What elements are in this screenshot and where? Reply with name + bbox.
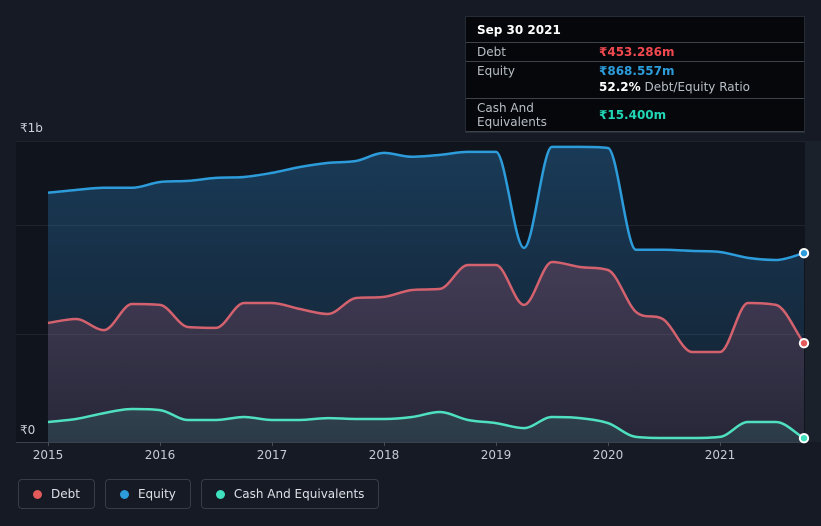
cash-series-dot-icon	[215, 489, 225, 499]
tooltip-debt-value: ₹453.286m	[599, 45, 675, 59]
legend-equity-label: Equity	[137, 487, 176, 501]
x-tick-mark-2017	[272, 442, 273, 446]
cash-and-equivalents-area	[48, 409, 804, 442]
x-tick-mark-2019	[496, 442, 497, 446]
y-axis-min-label: ₹0	[20, 423, 36, 437]
chart-tooltip: Sep 30 2021 Debt ₹453.286m Equity ₹868.5…	[465, 16, 805, 133]
tooltip-cash-row: Cash And Equivalents ₹15.400m	[466, 98, 804, 132]
equity-series-dot-icon	[119, 489, 129, 499]
tooltip-cash-value: ₹15.400m	[599, 108, 667, 122]
x-tick-mark-2020	[608, 442, 609, 446]
x-tick-mark-2015	[48, 442, 49, 446]
cash-and-equivalents-hover-dot	[798, 433, 810, 444]
equity-line	[47, 145, 805, 262]
x-tick-mark-2021	[720, 442, 721, 446]
legend-debt-label: Debt	[51, 487, 80, 501]
legend-cash-label: Cash And Equivalents	[233, 487, 365, 501]
x-axis-line	[16, 442, 805, 443]
tooltip-equity-value: ₹868.557m	[599, 64, 675, 78]
x-tick-2019: 2019	[480, 448, 512, 462]
plot-right-margin	[805, 141, 821, 442]
tooltip-cash-label: Cash And Equivalents	[477, 101, 547, 129]
y-axis-max-label: ₹1b	[20, 121, 43, 135]
debt-series-dot-icon	[33, 489, 42, 499]
tooltip-debt-row: Debt ₹453.286m	[466, 42, 804, 61]
chart-legend: Debt Equity Cash And Equivalents	[18, 479, 380, 509]
tooltip-equity-label: Equity	[477, 64, 515, 78]
cash-and-equivalents-line	[47, 407, 805, 440]
x-tick-2015: 2015	[32, 448, 64, 462]
x-tick-2020: 2020	[592, 448, 624, 462]
tooltip-ratio-row: 52.2% Debt/Equity Ratio	[466, 80, 804, 98]
tooltip-ratio: 52.2% Debt/Equity Ratio	[599, 80, 750, 94]
tooltip-ratio-value: 52.2%	[599, 80, 641, 94]
debt-hover-dot	[798, 338, 810, 349]
x-tick-mark-2016	[160, 442, 161, 446]
legend-item-equity[interactable]: Equity	[104, 479, 191, 509]
gridline-top	[16, 141, 805, 142]
x-tick-2016: 2016	[144, 448, 176, 462]
debt-line	[47, 260, 806, 354]
equity-hover-dot	[798, 248, 810, 259]
x-tick-2017: 2017	[256, 448, 288, 462]
legend-item-debt[interactable]: Debt	[18, 479, 95, 509]
tooltip-equity-row: Equity ₹868.557m	[466, 61, 804, 80]
x-tick-mark-2018	[384, 442, 385, 446]
x-tick-2021: 2021	[704, 448, 736, 462]
legend-item-cash[interactable]: Cash And Equivalents	[200, 479, 380, 509]
tooltip-date: Sep 30 2021	[477, 23, 561, 37]
tooltip-ratio-label: Debt/Equity Ratio	[644, 80, 751, 94]
tooltip-debt-label: Debt	[477, 45, 506, 59]
x-tick-2018: 2018	[368, 448, 400, 462]
